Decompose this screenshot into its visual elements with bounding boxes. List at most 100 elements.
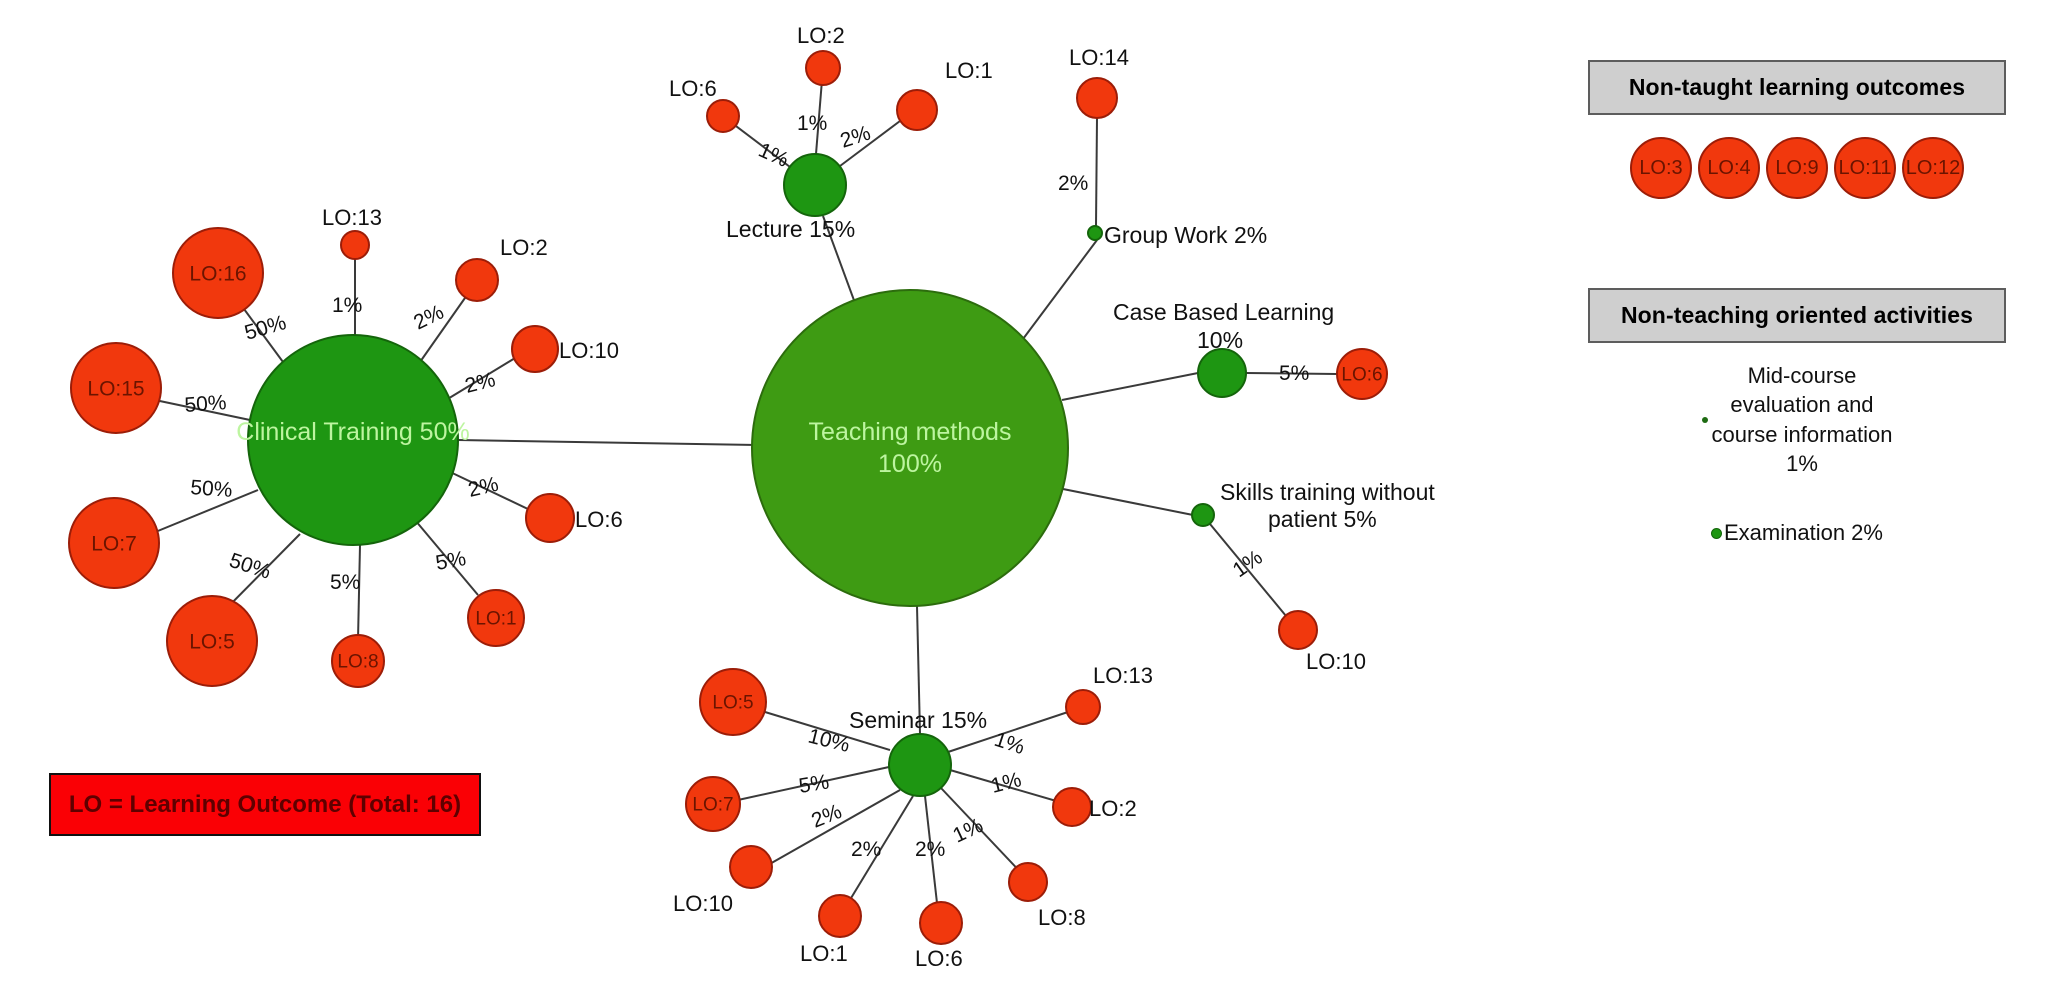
weight-lecture-lo2: 1% [797, 112, 827, 135]
lo-node-seminar-lo10[interactable] [729, 845, 773, 889]
weight-casebased-lo6: 5% [1279, 362, 1309, 385]
weight-clinical-lo15: 50% [184, 391, 228, 417]
edge-seminar-lo5 [764, 711, 891, 751]
lo-node-casebased-lo6[interactable] [1336, 348, 1388, 400]
weight-clinical-lo7: 50% [190, 476, 234, 502]
lo-node-lecture-lo6[interactable] [706, 99, 740, 133]
lo-node-seminar-lo6[interactable] [919, 901, 963, 945]
edge-clinical-lo1 [414, 519, 479, 596]
lo-node-label: LO:6 [669, 76, 717, 101]
lo-node-seminar-lo8[interactable] [1008, 862, 1048, 902]
lo-node-clinical-lo15[interactable] [70, 342, 162, 434]
weight-clinical-lo5: 50% [226, 549, 273, 584]
seminar-edges [737, 707, 1081, 913]
lo-node-label: LO:13 [322, 205, 382, 230]
lo-node-clinical-lo6[interactable] [525, 493, 575, 543]
lo-node-seminar-lo13[interactable] [1065, 689, 1101, 725]
edge-clinical-lo2 [419, 287, 473, 363]
method-node-label-line2: patient 5% [1268, 506, 1377, 532]
lo-node-clinical-lo5[interactable] [166, 595, 258, 687]
edge-lecture-lo1 [839, 114, 909, 167]
other-satellite-nodes: LO:14 LO:6 LO:10 [1069, 45, 1388, 674]
edge-seminar-lo8 [940, 787, 1027, 879]
lo-node-label: LO:1 [475, 609, 516, 630]
method-node-label: Group Work 2% [1104, 222, 1267, 248]
lo-node-lecture-lo1[interactable] [896, 89, 938, 131]
lo-node-label: LO:16 [189, 263, 246, 286]
activity-label-line1: Mid-course [1747, 363, 1857, 388]
lo-node-label: LO:8 [337, 652, 378, 673]
edge-root-lecture [822, 215, 856, 304]
lo-node-seminar-lo2[interactable] [1052, 787, 1092, 827]
lo-chip[interactable]: LO:11 [1834, 137, 1896, 199]
activity-row: Examination 2% [1588, 520, 2006, 546]
lo-node-clinical-lo16[interactable] [172, 227, 264, 319]
method-node-seminar[interactable] [888, 733, 952, 797]
method-node-label-line1: Teaching methods [809, 418, 1012, 446]
edge-clinical-lo6 [445, 469, 531, 511]
lo-node-label: LO:15 [87, 378, 144, 401]
weight-seminar-lo7: 5% [797, 770, 831, 797]
lo-node-lecture-lo2[interactable] [805, 50, 841, 86]
method-nodes: Teaching methods 100% Clinical Training … [236, 153, 1435, 797]
method-node-teaching-methods[interactable] [751, 289, 1069, 607]
clinical-satellite-nodes: LO:16 LO:15 LO:7 LO:5 LO:8 LO:1 LO:6 LO:… [68, 205, 623, 688]
lo-node-label: LO:10 [559, 338, 619, 363]
method-node-label-line1: Skills training without [1220, 479, 1435, 505]
method-node-case-based-learning[interactable] [1197, 348, 1247, 398]
lo-node-clinical-lo7[interactable] [68, 497, 160, 589]
lo-node-label: LO:2 [1089, 796, 1137, 821]
seminar-satellite-nodes: LO:5 LO:7 LO:10 LO:1 LO:6 LO:8 LO:2 LO:1… [673, 663, 1153, 971]
lo-node-seminar-lo1[interactable] [818, 894, 862, 938]
lo-node-clinical-lo2[interactable] [455, 258, 499, 302]
lo-node-groupwork-lo14[interactable] [1076, 77, 1118, 119]
method-node-group-work[interactable] [1087, 225, 1103, 241]
lo-node-clinical-lo10[interactable] [511, 325, 559, 373]
lo-chip[interactable]: LO:12 [1902, 137, 1964, 199]
method-node-lecture[interactable] [783, 153, 847, 217]
lo-chip[interactable]: LO:4 [1698, 137, 1760, 199]
edge-root-seminar [916, 605, 921, 735]
panel-non-taught-learning-outcomes: Non-taught learning outcomes LO:3 LO:4 L… [1588, 60, 2006, 199]
lo-node-label: LO:10 [1306, 649, 1366, 674]
edge-seminar-lo6 [924, 795, 939, 913]
lo-chip[interactable]: LO:9 [1766, 137, 1828, 199]
lo-node-clinical-lo8[interactable] [331, 634, 385, 688]
weight-seminar-lo6: 2% [915, 838, 945, 861]
lo-node-seminar-lo7[interactable] [685, 776, 741, 832]
edge-root-groupwork [1019, 239, 1098, 344]
lo-node-label: LO:2 [500, 235, 548, 260]
lo-node-label: LO:6 [575, 507, 623, 532]
legend-learning-outcome-key: LO = Learning Outcome (Total: 16) [49, 773, 481, 836]
root-edges [457, 215, 1199, 735]
lo-node-clinical-lo13[interactable] [340, 230, 370, 260]
edge-root-clinical [457, 439, 758, 446]
activity-label: Mid-course evaluation and course informa… [1712, 361, 1893, 478]
method-node-clinical-training[interactable] [247, 334, 459, 546]
lecture-satellite-nodes: LO:6 LO:2 LO:1 [669, 23, 993, 133]
lo-node-label: LO:1 [945, 58, 993, 83]
method-node-label: Lecture 15% [726, 216, 855, 242]
lo-node-clinical-lo1[interactable] [467, 589, 525, 647]
method-node-label-line2: 10% [1197, 327, 1243, 353]
method-node-label-line1: Case Based Learning [1113, 299, 1334, 325]
green-dot-icon [1711, 527, 1722, 539]
edge-root-casebased [1061, 372, 1199, 401]
panel-title: Non-taught learning outcomes [1588, 60, 2006, 115]
lo-node-label: LO:5 [712, 693, 753, 714]
lo-node-seminar-lo5[interactable] [699, 668, 767, 736]
method-node-skills-training[interactable] [1191, 503, 1215, 527]
lo-node-label: LO:6 [915, 946, 963, 971]
lo-node-label: LO:14 [1069, 45, 1129, 70]
lo-node-skills-lo10[interactable] [1278, 610, 1318, 650]
activity-row: Mid-course evaluation and course informa… [1588, 361, 2006, 478]
lo-node-label: LO:7 [692, 795, 733, 816]
other-edges [1095, 117, 1338, 623]
lo-chip[interactable]: LO:3 [1630, 137, 1692, 199]
method-node-label: Clinical Training 50% [236, 418, 469, 446]
method-node-label-line2: 100% [878, 450, 942, 478]
edge-clinical-lo7 [147, 489, 259, 536]
lo-node-label: LO:5 [189, 631, 235, 654]
lecture-edges [727, 79, 909, 168]
